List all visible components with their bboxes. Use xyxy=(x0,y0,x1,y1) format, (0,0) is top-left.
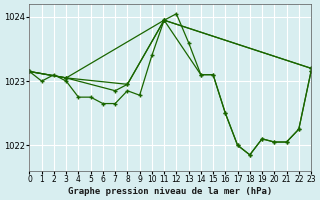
X-axis label: Graphe pression niveau de la mer (hPa): Graphe pression niveau de la mer (hPa) xyxy=(68,187,272,196)
